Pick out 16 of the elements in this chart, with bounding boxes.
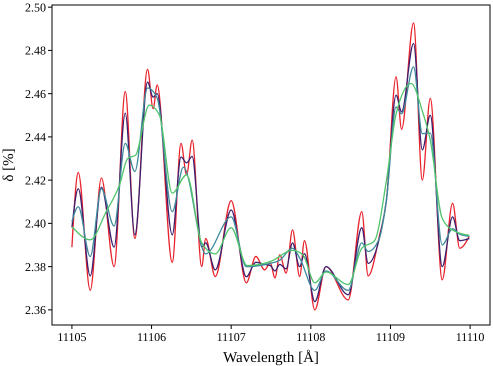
y-tick-label: 2.36	[25, 303, 46, 318]
y-tick-label: 2.38	[25, 260, 46, 274]
y-tick-label: 2.50	[25, 0, 46, 14]
x-tick-label: 11107	[216, 330, 246, 344]
x-tick-label: 11110	[456, 330, 484, 344]
x-tick-label: 11106	[136, 330, 166, 344]
y-tick-label: 2.46	[25, 86, 46, 101]
x-tick-label: 11109	[376, 330, 406, 344]
y-tick-label: 2.42	[25, 173, 46, 188]
x-tick-label: 11108	[296, 330, 326, 344]
y-tick-label: 2.48	[25, 44, 46, 58]
y-tick-label: 2.40	[25, 216, 46, 231]
y-axis-title: δ [%]	[1, 148, 17, 182]
y-tick-label: 2.44	[25, 130, 46, 144]
x-axis-title: Wavelength [Å]	[223, 349, 319, 366]
x-tick-label: 11105	[57, 330, 86, 344]
